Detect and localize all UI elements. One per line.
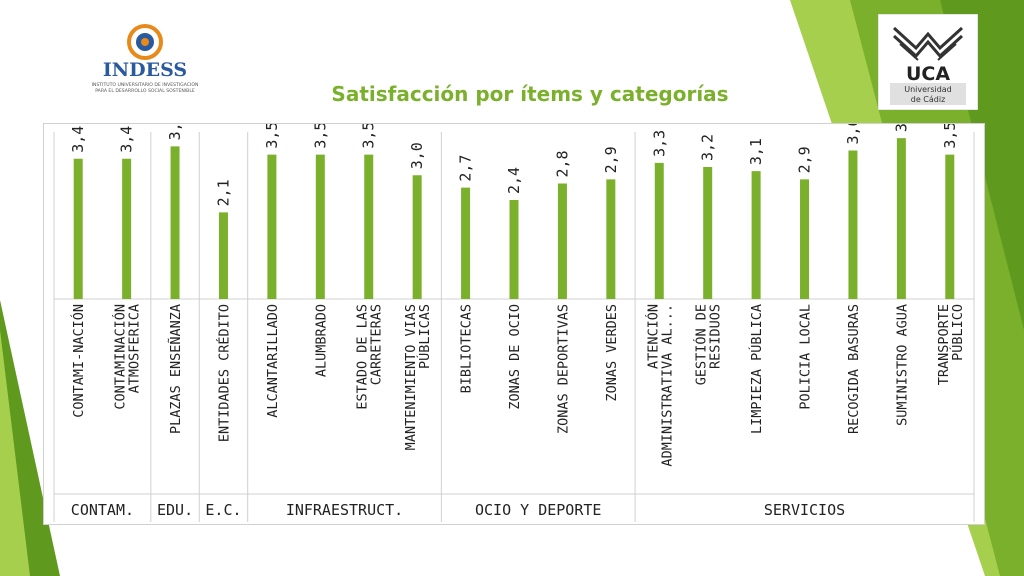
- data-label: 3,0: [408, 142, 426, 169]
- bar: [461, 187, 471, 299]
- data-label: 3,7: [166, 124, 184, 140]
- bar: [945, 154, 955, 299]
- indess-subtitle-2: PARA EL DESARROLLO SOCIAL SOSTENIBLE: [95, 88, 195, 94]
- bar: [896, 138, 906, 299]
- uca-logo: UCA Universidad de Cádiz: [877, 13, 979, 111]
- group-label: OCIO Y DEPORTE: [475, 501, 601, 519]
- category-label: ZONAS DE OCIO: [507, 304, 523, 410]
- group-label: CONTAM.: [71, 501, 134, 519]
- uca-subtitle-2: de Cádiz: [911, 95, 946, 104]
- data-label: 3,5: [311, 124, 329, 149]
- category-label: TRANSPORTE: [936, 304, 952, 385]
- slide-title: Satisfacción por ítems y categorías: [331, 82, 729, 106]
- bar: [122, 158, 132, 299]
- group-label: E.C.: [205, 501, 241, 519]
- category-label: GESTIÓN DE: [692, 304, 710, 385]
- group-label: SERVICIOS: [764, 501, 845, 519]
- bar: [315, 154, 325, 299]
- data-label: 2,1: [214, 179, 232, 206]
- bar: [218, 212, 228, 299]
- category-label: BIBLIOTECAS: [459, 304, 475, 393]
- category-label: ATENCIÓN: [643, 304, 661, 369]
- category-label: PÚBLICO: [948, 304, 966, 361]
- group-label: INFRAESTRUCT.: [286, 501, 403, 519]
- category-label: ATMOSFERICA: [127, 304, 143, 393]
- bar: [606, 179, 616, 299]
- category-label: ALUMBRADO: [313, 304, 329, 377]
- category-label: ESTADO DE LAS: [355, 304, 371, 410]
- data-label: 3,4: [118, 126, 136, 153]
- category-label: SUMINISTRO AGUA: [894, 304, 910, 426]
- data-label: 3,4: [69, 126, 87, 153]
- data-label: 2,4: [505, 167, 523, 194]
- data-label: 3,5: [263, 124, 281, 149]
- category-label: CARRETERAS: [369, 304, 385, 385]
- group-label: EDU.: [157, 501, 193, 519]
- bar: [848, 150, 858, 299]
- category-label: MANTENIMIENTO VIAS: [403, 304, 419, 450]
- category-label: PLAZAS ENSEÑANZA: [167, 304, 184, 434]
- category-label: LIMPIEZA PÚBLICA: [747, 304, 765, 434]
- bar: [509, 200, 519, 299]
- category-label: RECOGIDA BASURAS: [846, 304, 862, 434]
- uca-name: UCA: [906, 63, 950, 85]
- bar: [170, 146, 180, 299]
- bar: [267, 154, 277, 299]
- data-label: 3,5: [941, 124, 959, 149]
- category-label: ZONAS DEPORTIVAS: [555, 304, 571, 434]
- indess-subtitle-1: INSTITUTO UNIVERSITARIO DE INVESTIGACIÓN: [92, 81, 199, 88]
- data-label: 2,7: [457, 155, 475, 182]
- data-label: 2,9: [796, 146, 814, 173]
- category-label: CONTAMI-NACIÓN: [69, 304, 87, 418]
- bar: [364, 154, 374, 299]
- bar: [73, 158, 83, 299]
- data-label: 3,2: [699, 134, 717, 161]
- data-label: 3,3: [650, 130, 668, 157]
- data-label: 3,1: [747, 138, 765, 165]
- data-label: 3,5: [360, 124, 378, 149]
- category-label: POLICIA LOCAL: [798, 304, 814, 410]
- category-label: ZONAS VERDES: [604, 304, 620, 402]
- category-label: PÚBLICAS: [415, 304, 433, 369]
- data-label: 3,6: [844, 124, 862, 145]
- bar: [703, 167, 713, 299]
- data-label: 2,9: [602, 146, 620, 173]
- data-label: 3,9: [892, 124, 910, 132]
- category-label: ADMINISTRATIVA AL...: [659, 304, 675, 467]
- indess-name: INDESS: [103, 59, 187, 81]
- bar: [800, 179, 810, 299]
- category-label: ENTIDADES CRÉDITO: [215, 304, 232, 442]
- category-label: ALCANTARILLADO: [265, 304, 281, 418]
- data-label: 2,8: [553, 150, 571, 177]
- bar: [654, 162, 664, 299]
- bar: [412, 175, 422, 299]
- indess-logo: INDESS INSTITUTO UNIVERSITARIO DE INVEST…: [80, 20, 210, 110]
- bar: [557, 183, 567, 299]
- uca-subtitle-1: Universidad: [904, 85, 952, 94]
- category-label: CONTAMINACIÓN: [111, 304, 129, 410]
- bar: [751, 171, 761, 299]
- bar-chart: 3,4 CONTAMI-NACIÓN 3,4 CONTAMINACIÓNATMOSFE…: [53, 124, 975, 522]
- category-label: RESIDUOS: [708, 304, 724, 369]
- chart-panel: 3,4 CONTAMI-NACIÓN 3,4 CONTAMINACIÓN ATMOSFE…: [43, 123, 985, 525]
